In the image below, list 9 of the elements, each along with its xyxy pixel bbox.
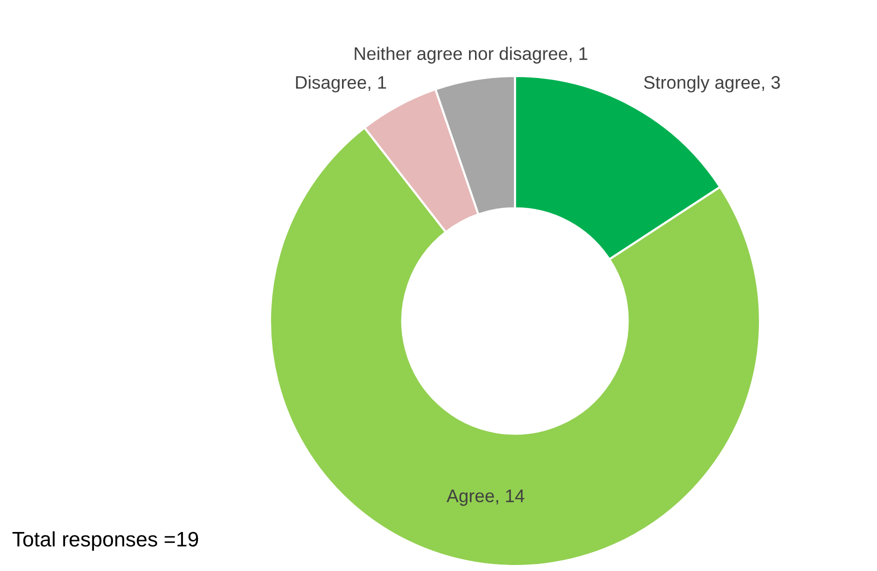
slice-label: Neither agree nor disagree [354, 46, 568, 64]
data-label: , 3 [762, 76, 780, 91]
text: Total responses =19 [12, 531, 198, 551]
data-label: , 1 [368, 76, 386, 91]
slice-label: Strongly agree [644, 76, 760, 92]
data-label: , 1 [570, 47, 588, 62]
data-label: , 14 [496, 490, 524, 504]
slice-label: Agree [446, 490, 494, 506]
slice-label: Disagree [296, 76, 366, 92]
